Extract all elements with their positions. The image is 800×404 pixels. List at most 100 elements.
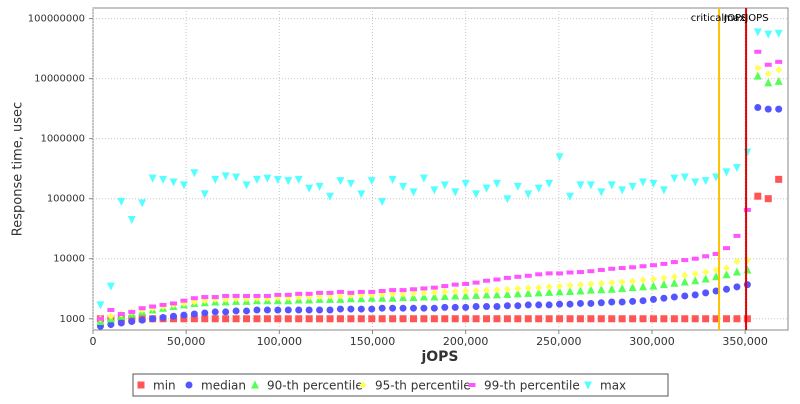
data-point [660,315,668,323]
data-point [367,177,376,186]
data-point [232,315,240,323]
data-point [169,178,178,187]
data-point [159,175,168,184]
data-point [316,306,324,314]
data-point [702,268,710,276]
data-point [597,315,605,323]
data-point [775,105,783,113]
data-point [472,287,480,295]
data-point [117,319,125,327]
legend [132,373,669,397]
data-point [420,304,428,312]
data-point [691,315,699,323]
data-point [753,28,762,37]
data-point [420,315,428,323]
data-point [221,172,230,181]
data-point [680,277,689,286]
y-tick-label: 100000000 [28,14,85,25]
data-point [336,289,344,294]
data-point [775,175,783,183]
data-point [545,315,553,323]
data-point [441,288,449,296]
data-point [430,304,438,312]
data-point [649,179,658,188]
data-point [691,276,700,285]
data-point [211,315,219,323]
data-point [608,266,616,271]
data-point [284,306,292,314]
data-point [117,312,125,317]
data-point [753,71,762,80]
data-point [347,290,355,295]
data-point [701,274,710,283]
data-point [576,181,585,190]
data-point [524,284,532,292]
data-point [253,315,261,323]
data-point [670,174,679,183]
data-point [608,298,616,306]
data-point [681,258,689,263]
data-point [252,175,261,184]
data-point [169,312,177,320]
data-point [607,284,616,293]
data-point [587,299,595,307]
data-point [378,289,386,294]
data-point [639,297,647,305]
data-point [222,315,230,323]
data-point [138,316,146,324]
data-point [190,310,198,318]
data-point [263,306,271,314]
data-point [774,76,783,85]
data-point [618,298,626,306]
data-point [169,301,177,306]
data-point [712,287,720,295]
data-point [389,304,397,312]
data-point [430,186,439,195]
marker-label: maxJOPS [724,13,769,24]
data-point [409,287,417,292]
data-point [420,286,428,291]
data-point [472,303,480,311]
data-point [492,290,501,299]
y-axis-title: Response time, usec [11,102,26,236]
data-point [440,181,449,190]
data-point [462,315,470,323]
legend-marker [137,381,145,389]
data-point [159,302,167,307]
data-point [180,311,188,319]
data-point [576,286,585,295]
data-point [483,286,491,294]
data-point [295,291,303,296]
data-point [399,304,407,312]
data-point [524,315,532,323]
data-point [399,315,407,323]
data-point [148,174,157,183]
data-point [774,29,783,38]
data-point [691,291,699,299]
data-point [576,299,584,307]
data-point [347,305,355,313]
data-point [441,303,449,311]
data-point [200,190,209,199]
data-point [670,315,678,323]
data-point [357,305,365,313]
data-point [409,188,418,197]
data-point [660,261,668,266]
data-point [723,246,731,251]
data-point [472,290,481,299]
data-point [754,49,762,54]
data-point [201,295,209,300]
data-point [618,315,626,323]
data-point [733,315,741,323]
data-point [597,267,605,272]
y-tick-label: 100000 [47,194,85,205]
data-point [242,181,251,190]
data-point [451,287,459,295]
data-point [733,257,741,265]
legend-marker [185,381,193,389]
data-point [294,175,303,184]
data-point [628,283,637,292]
data-point [545,179,554,188]
data-point [430,285,438,290]
data-point [545,283,553,291]
